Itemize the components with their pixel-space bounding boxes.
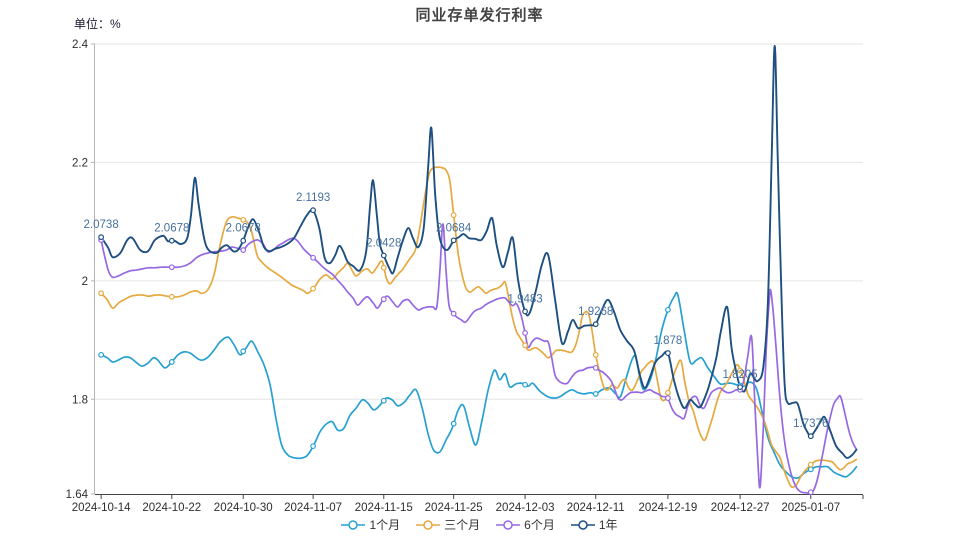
data-point-marker bbox=[450, 310, 457, 317]
data-point-marker bbox=[592, 391, 599, 397]
data-point-marker bbox=[450, 212, 457, 219]
x-axis-tick-label: 2024-11-15 bbox=[355, 502, 413, 514]
data-point-marker bbox=[522, 342, 528, 349]
data-point-marker bbox=[807, 461, 814, 468]
legend-label: 1年 bbox=[598, 518, 618, 532]
point-value-label: 1.9268 bbox=[578, 306, 613, 318]
x-axis-tick-label: 2024-11-25 bbox=[425, 502, 483, 514]
data-point-marker bbox=[310, 207, 317, 214]
data-point-marker bbox=[240, 216, 247, 223]
x-axis-tick-label: 2024-10-22 bbox=[142, 502, 201, 514]
legend-item-1[interactable]: 三个月 bbox=[416, 516, 480, 533]
data-point-marker bbox=[380, 397, 387, 404]
point-value-label: 1.9483 bbox=[507, 293, 542, 305]
chart-title: 同业存单发行利率 bbox=[415, 7, 544, 24]
data-point-marker bbox=[737, 384, 744, 391]
data-point-marker bbox=[310, 254, 317, 261]
data-point-marker bbox=[168, 237, 175, 244]
y-axis-tick-label: 1.8 bbox=[72, 394, 88, 406]
data-point-marker bbox=[522, 330, 528, 336]
data-point-marker bbox=[380, 264, 387, 271]
y-axis-tick-label: 2.4 bbox=[72, 39, 89, 51]
x-axis-tick-label: 2024-10-14 bbox=[72, 502, 131, 514]
x-axis-tick-label: 2024-12-03 bbox=[496, 502, 555, 514]
series-line-2 bbox=[100, 223, 858, 494]
point-value-label: 2.0428 bbox=[366, 238, 401, 250]
point-value-label: 2.0678 bbox=[226, 223, 261, 235]
data-point-marker bbox=[665, 389, 671, 396]
data-point-marker bbox=[807, 489, 814, 496]
legend-label: 6个月 bbox=[524, 518, 555, 532]
point-value-label: 2.1193 bbox=[296, 192, 330, 204]
point-value-label: 2.0678 bbox=[154, 223, 189, 235]
data-point-marker bbox=[807, 433, 814, 440]
data-point-marker bbox=[168, 293, 175, 300]
data-point-marker bbox=[310, 443, 317, 450]
legend-item-0[interactable]: 1个月 bbox=[341, 516, 400, 533]
x-axis-tick-label: 2025-01-07 bbox=[781, 502, 840, 514]
point-value-label: 2.0684 bbox=[436, 222, 472, 234]
legend-line-circle-icon bbox=[496, 519, 521, 530]
data-point-marker bbox=[665, 395, 671, 401]
data-point-marker bbox=[450, 237, 457, 244]
legend-label: 三个月 bbox=[444, 518, 481, 532]
series-line-1 bbox=[100, 166, 858, 489]
data-point-marker bbox=[168, 359, 175, 365]
gridlines bbox=[95, 43, 863, 400]
data-point-marker bbox=[240, 247, 247, 253]
data-point-marker bbox=[592, 364, 599, 371]
data-point-marker bbox=[665, 350, 671, 356]
series-lines bbox=[100, 44, 858, 494]
legend-item-2[interactable]: 6个月 bbox=[496, 516, 555, 533]
data-point-marker bbox=[522, 308, 528, 315]
legend-label: 1个月 bbox=[369, 518, 401, 532]
data-point-marker bbox=[310, 285, 317, 292]
point-markers bbox=[98, 207, 814, 496]
data-point-marker bbox=[592, 321, 599, 328]
series-line-0 bbox=[100, 291, 858, 480]
x-axis-tick-label: 2024-12-11 bbox=[567, 502, 625, 514]
data-point-marker bbox=[98, 351, 105, 358]
x-axis-tick-label: 2024-12-27 bbox=[711, 502, 770, 514]
data-point-marker bbox=[380, 296, 387, 303]
y-axis-tick-label: 2 bbox=[82, 276, 88, 288]
data-point-marker bbox=[380, 252, 387, 259]
legend-line-circle-icon bbox=[416, 519, 441, 530]
data-point-marker bbox=[807, 466, 814, 473]
data-point-marker bbox=[522, 381, 528, 388]
point-value-label: 1.7376 bbox=[793, 418, 828, 430]
point-value-label: 1.878 bbox=[654, 335, 683, 347]
data-point-marker bbox=[592, 351, 599, 358]
data-point-marker bbox=[450, 420, 457, 427]
y-axis-tick-label: 2.2 bbox=[72, 157, 88, 169]
point-labels: 2.0738 2.0678 2.0678 2.1193 2.0428 2.0684 1.94… bbox=[84, 192, 829, 430]
legend-item-3[interactable]: 1年 bbox=[570, 516, 618, 533]
legend-line-circle-icon bbox=[570, 519, 595, 530]
data-point-marker bbox=[240, 237, 247, 244]
legend: 1个月 三个月 6个月 1年 bbox=[0, 516, 959, 533]
data-point-marker bbox=[240, 348, 247, 355]
x-axis-tick-label: 2024-12-19 bbox=[639, 502, 698, 514]
data-point-marker bbox=[665, 306, 671, 313]
data-point-marker bbox=[737, 367, 744, 374]
data-point-marker bbox=[98, 234, 105, 241]
x-axis-tick-label: 2024-11-07 bbox=[284, 502, 342, 514]
legend-line-circle-icon bbox=[341, 519, 366, 530]
point-value-label: 1.8205 bbox=[723, 369, 758, 381]
unit-label: 单位：% bbox=[74, 17, 121, 31]
point-value-label: 2.0738 bbox=[84, 219, 119, 231]
data-point-marker bbox=[168, 264, 175, 271]
x-axis-tick-label: 2024-10-30 bbox=[214, 502, 273, 514]
y-axis-tick-label: 1.64 bbox=[66, 489, 89, 501]
data-point-marker bbox=[98, 290, 105, 297]
